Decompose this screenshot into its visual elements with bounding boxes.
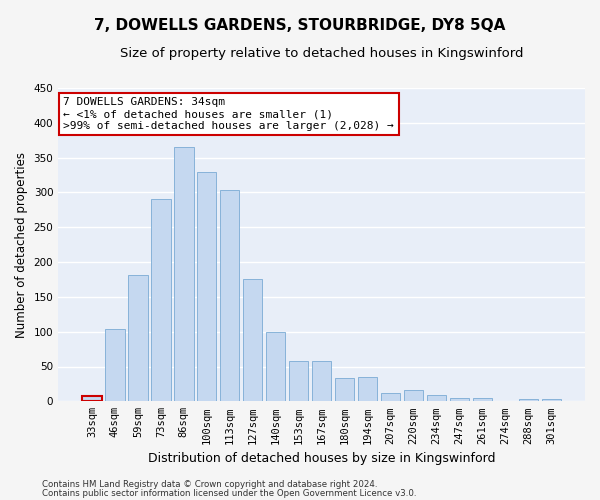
- Bar: [243, 279, 262, 402]
- Bar: [496, 400, 515, 402]
- Text: 7, DOWELLS GARDENS, STOURBRIDGE, DY8 5QA: 7, DOWELLS GARDENS, STOURBRIDGE, DY8 5QA: [94, 18, 506, 32]
- Text: Contains HM Land Registry data © Crown copyright and database right 2024.: Contains HM Land Registry data © Crown c…: [42, 480, 377, 489]
- Bar: [289, 361, 308, 402]
- Bar: [449, 398, 469, 402]
- Bar: [335, 378, 355, 402]
- Text: Contains public sector information licensed under the Open Government Licence v3: Contains public sector information licen…: [42, 488, 416, 498]
- Bar: [174, 146, 194, 402]
- Bar: [518, 398, 538, 402]
- Bar: [82, 396, 101, 402]
- X-axis label: Distribution of detached houses by size in Kingswinford: Distribution of detached houses by size …: [148, 452, 496, 465]
- Y-axis label: Number of detached properties: Number of detached properties: [15, 152, 28, 338]
- Bar: [266, 332, 286, 402]
- Bar: [381, 393, 400, 402]
- Bar: [151, 198, 170, 402]
- Bar: [128, 276, 148, 402]
- Bar: [404, 390, 423, 402]
- Bar: [312, 361, 331, 402]
- Bar: [105, 329, 125, 402]
- Bar: [542, 399, 561, 402]
- Bar: [473, 398, 492, 402]
- Title: Size of property relative to detached houses in Kingswinford: Size of property relative to detached ho…: [120, 48, 523, 60]
- Bar: [358, 377, 377, 402]
- Bar: [197, 172, 217, 402]
- Bar: [427, 395, 446, 402]
- Bar: [220, 190, 239, 402]
- Text: 7 DOWELLS GARDENS: 34sqm
← <1% of detached houses are smaller (1)
>99% of semi-d: 7 DOWELLS GARDENS: 34sqm ← <1% of detach…: [64, 98, 394, 130]
